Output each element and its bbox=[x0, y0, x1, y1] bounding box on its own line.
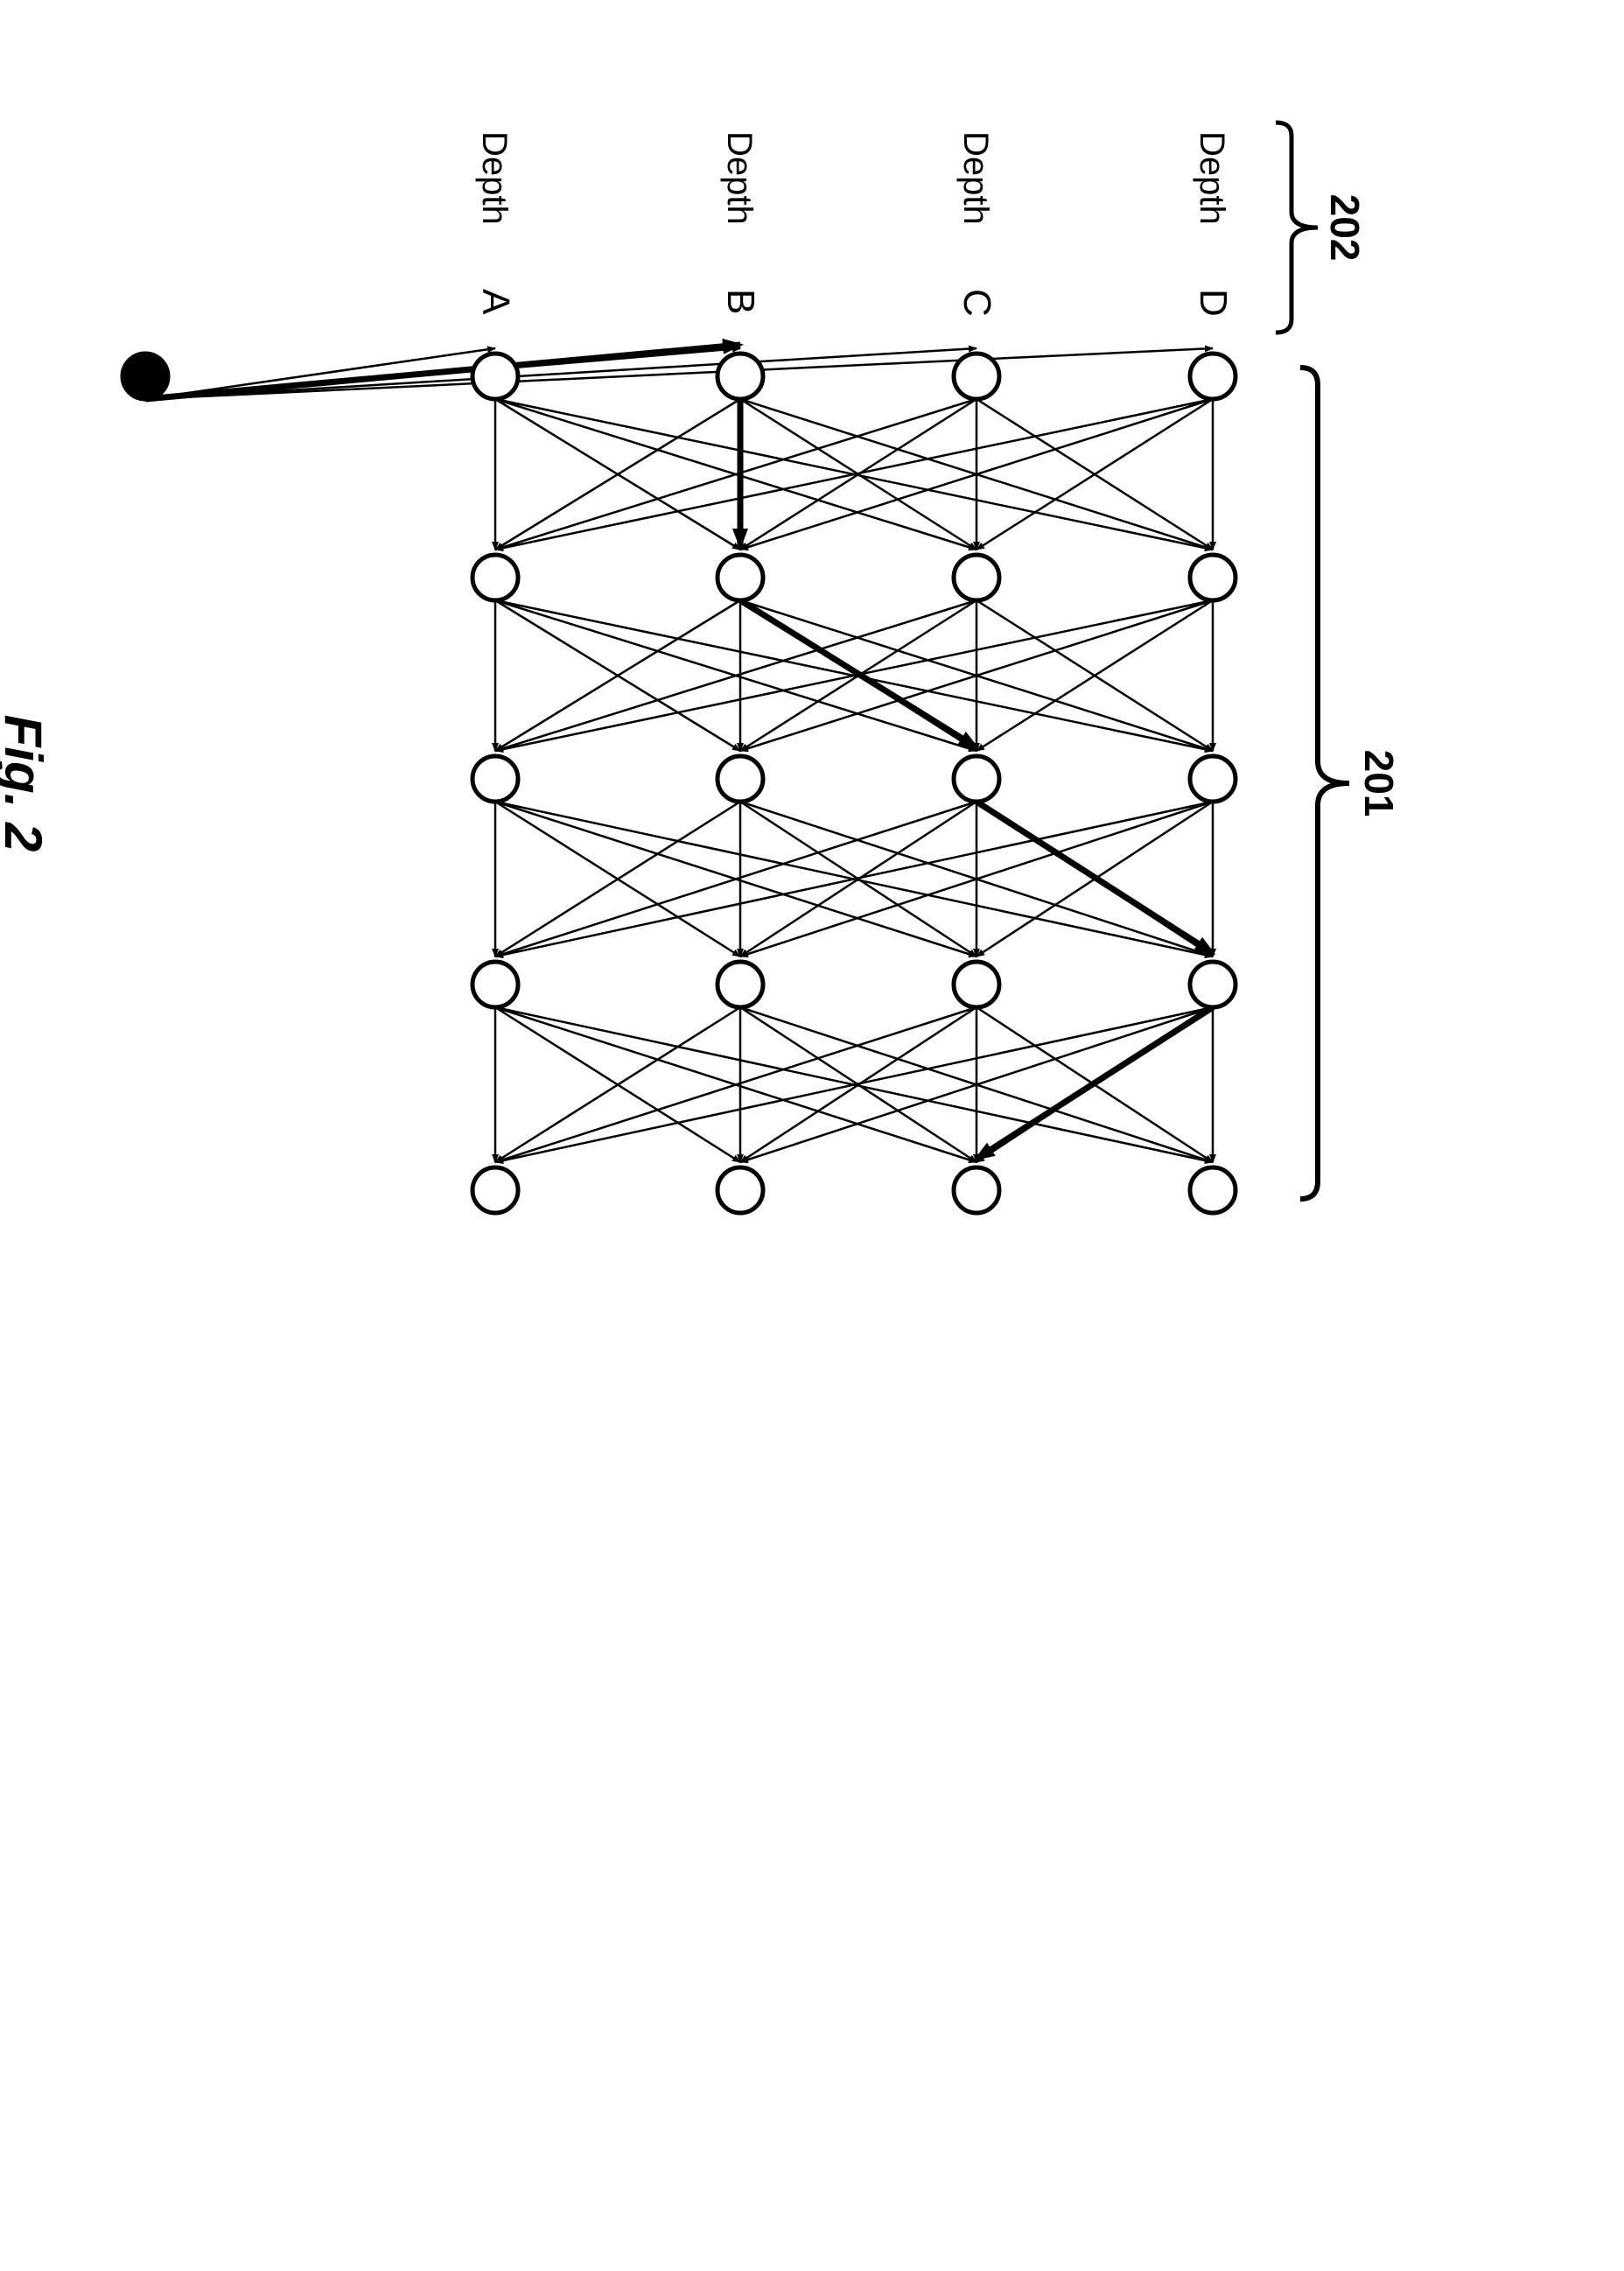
svg-text:Depth: Depth bbox=[475, 131, 514, 225]
svg-text:201: 201 bbox=[1356, 750, 1402, 817]
svg-text:Depth: Depth bbox=[720, 131, 759, 225]
svg-text:Fig. 2: Fig. 2 bbox=[0, 715, 52, 852]
trellis-diagram: 201 Depth D Depth C Depth B Depth A 202 Fig. 2 bbox=[0, 0, 1624, 2271]
svg-text:Depth: Depth bbox=[956, 131, 995, 225]
svg-text:A: A bbox=[474, 289, 517, 315]
svg-text:D: D bbox=[1192, 289, 1235, 317]
svg-text:C: C bbox=[956, 289, 998, 317]
svg-text:Depth: Depth bbox=[1193, 131, 1231, 225]
svg-text:B: B bbox=[719, 289, 762, 314]
svg-text:202: 202 bbox=[1322, 194, 1368, 262]
